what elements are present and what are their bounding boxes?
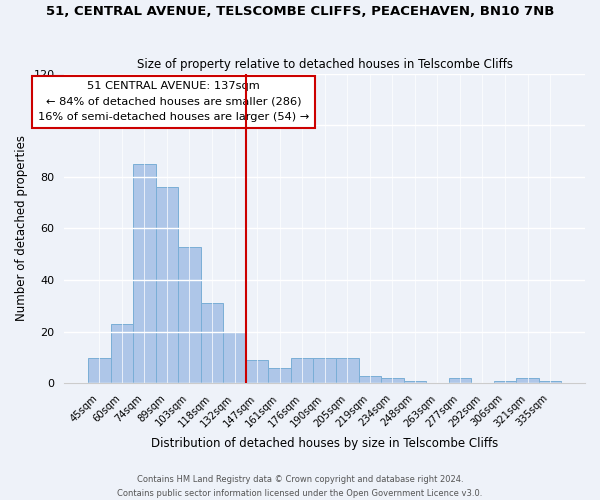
Bar bbox=[381, 378, 404, 384]
Bar bbox=[246, 360, 268, 384]
Bar bbox=[201, 304, 223, 384]
Text: Contains HM Land Registry data © Crown copyright and database right 2024.
Contai: Contains HM Land Registry data © Crown c… bbox=[118, 476, 482, 498]
Bar bbox=[313, 358, 336, 384]
Bar bbox=[291, 358, 313, 384]
Bar bbox=[539, 380, 562, 384]
Bar bbox=[88, 358, 110, 384]
Bar bbox=[155, 187, 178, 384]
Y-axis label: Number of detached properties: Number of detached properties bbox=[15, 136, 28, 322]
Bar bbox=[359, 376, 381, 384]
Bar bbox=[494, 380, 516, 384]
Bar bbox=[449, 378, 471, 384]
Bar bbox=[268, 368, 291, 384]
Bar bbox=[110, 324, 133, 384]
Bar bbox=[336, 358, 359, 384]
Bar bbox=[516, 378, 539, 384]
Bar bbox=[178, 246, 201, 384]
Bar bbox=[223, 332, 246, 384]
Title: Size of property relative to detached houses in Telscombe Cliffs: Size of property relative to detached ho… bbox=[137, 58, 513, 71]
X-axis label: Distribution of detached houses by size in Telscombe Cliffs: Distribution of detached houses by size … bbox=[151, 437, 499, 450]
Text: 51, CENTRAL AVENUE, TELSCOMBE CLIFFS, PEACEHAVEN, BN10 7NB: 51, CENTRAL AVENUE, TELSCOMBE CLIFFS, PE… bbox=[46, 5, 554, 18]
Bar bbox=[404, 380, 426, 384]
Bar bbox=[133, 164, 155, 384]
Text: 51 CENTRAL AVENUE: 137sqm
← 84% of detached houses are smaller (286)
16% of semi: 51 CENTRAL AVENUE: 137sqm ← 84% of detac… bbox=[38, 82, 310, 122]
